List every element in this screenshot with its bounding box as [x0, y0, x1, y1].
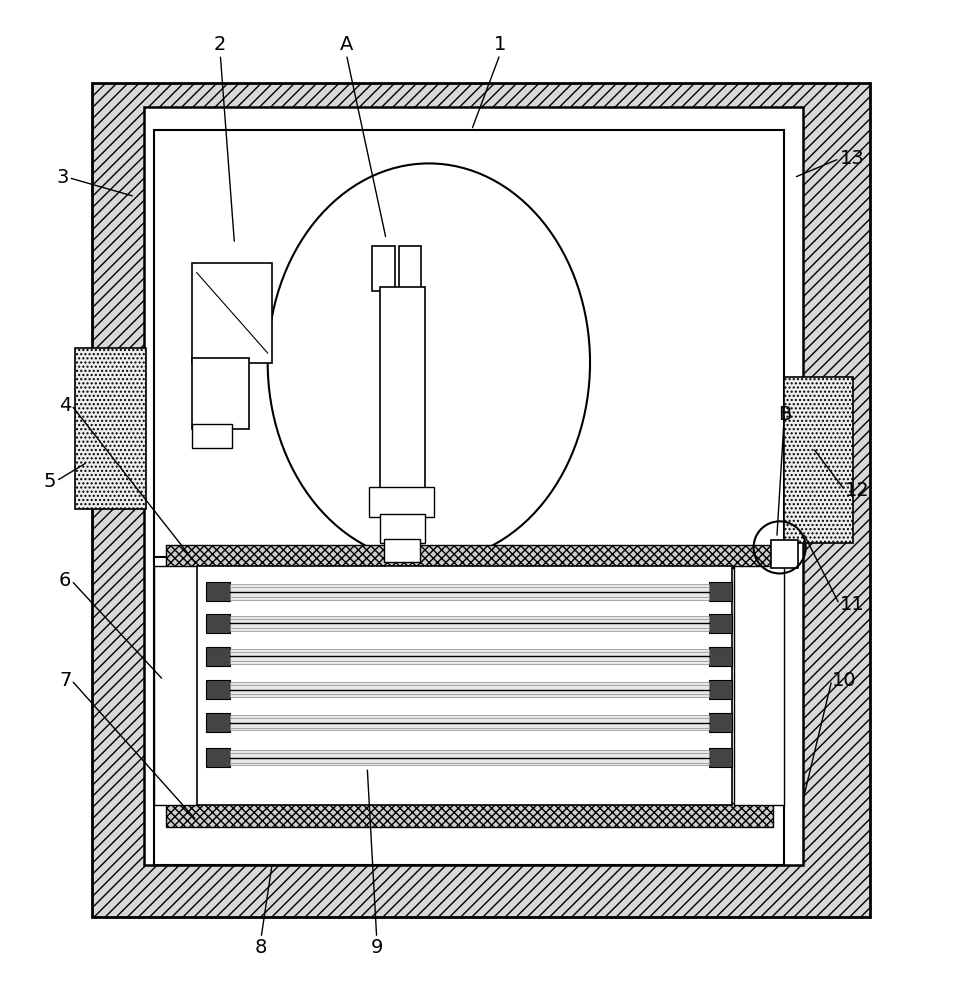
Bar [191, 358, 249, 429]
Text: 12: 12 [844, 481, 869, 500]
Text: B: B [776, 405, 790, 424]
Bar [230, 750, 708, 765]
Bar [154, 557, 783, 865]
Bar [166, 545, 773, 568]
Bar [380, 287, 425, 491]
Bar [771, 540, 797, 568]
Bar [708, 582, 731, 601]
Bar [154, 130, 783, 562]
Bar [230, 715, 708, 730]
Bar [206, 748, 230, 767]
Ellipse shape [267, 163, 589, 562]
Bar [708, 748, 731, 767]
Bar [708, 713, 731, 732]
Text: 2: 2 [214, 35, 226, 54]
Bar [230, 616, 708, 631]
Bar [206, 582, 230, 601]
Text: 8: 8 [255, 938, 267, 957]
Bar [708, 614, 731, 633]
Bar [708, 647, 731, 666]
Text: 13: 13 [839, 149, 863, 168]
Bar [191, 424, 232, 448]
Text: 11: 11 [839, 595, 863, 614]
Text: 4: 4 [59, 396, 71, 415]
Bar [380, 514, 425, 543]
Bar [144, 107, 802, 865]
Bar [206, 680, 230, 699]
Bar [383, 539, 420, 562]
Bar [191, 263, 272, 363]
Bar [783, 377, 851, 543]
Bar [230, 682, 708, 697]
Bar [206, 713, 230, 732]
Bar [166, 803, 773, 827]
Text: 7: 7 [59, 671, 71, 690]
Bar [75, 348, 146, 509]
Bar [230, 649, 708, 664]
Text: 9: 9 [370, 938, 382, 957]
Bar [230, 584, 708, 600]
Text: 5: 5 [43, 472, 56, 491]
Bar [708, 680, 731, 699]
Bar [372, 246, 394, 291]
Bar [369, 487, 433, 517]
Bar [206, 647, 230, 666]
Bar [92, 83, 869, 917]
Bar [154, 566, 199, 805]
Bar [196, 566, 731, 805]
Bar [206, 614, 230, 633]
Bar [733, 566, 783, 805]
Text: 6: 6 [59, 571, 71, 590]
Text: 10: 10 [831, 671, 855, 690]
Text: 1: 1 [493, 35, 505, 54]
Text: 3: 3 [56, 168, 68, 187]
Text: A: A [339, 35, 353, 54]
Bar [398, 246, 421, 291]
